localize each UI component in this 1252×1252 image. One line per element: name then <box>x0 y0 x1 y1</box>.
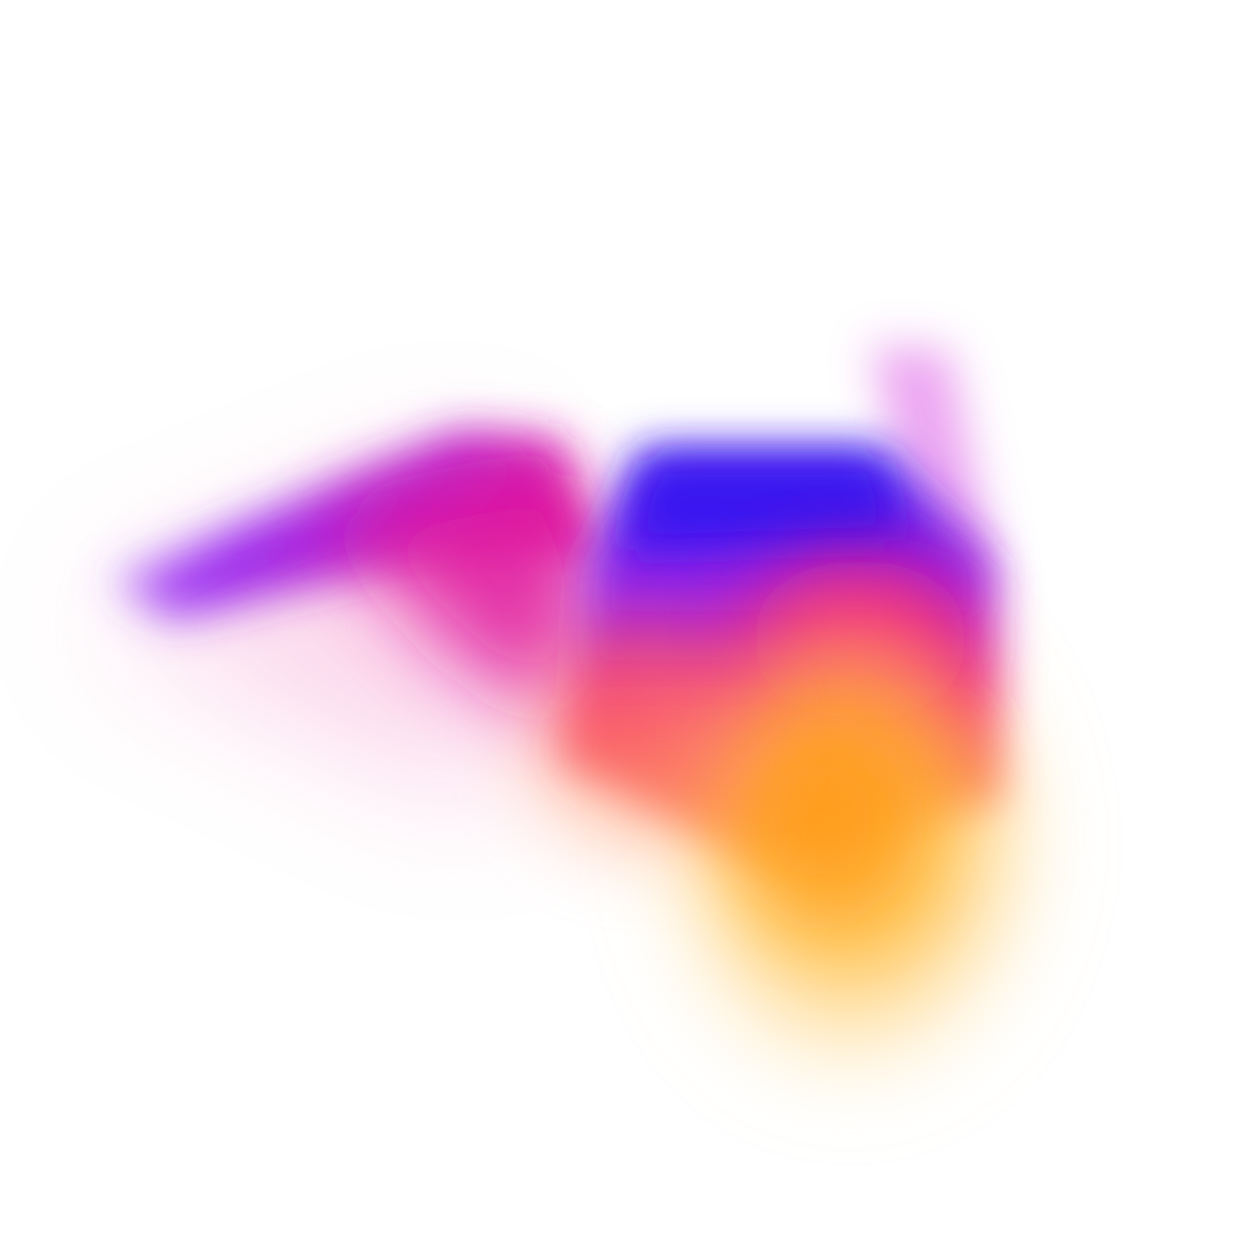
blue-top <box>620 460 900 550</box>
magenta-wing <box>330 470 600 720</box>
orange-core <box>740 730 900 910</box>
peach-glow <box>530 630 750 850</box>
right-strip <box>870 345 1000 600</box>
